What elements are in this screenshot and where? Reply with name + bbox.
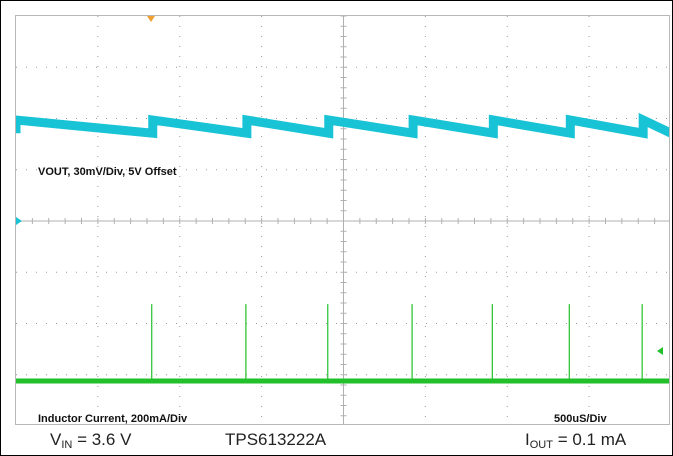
- iout-caption: IOUT = 0.1 mA: [525, 430, 626, 451]
- timebase-label: 500uS/Div: [554, 413, 607, 425]
- iout-symbol: I: [525, 430, 530, 449]
- scope-plot: [16, 16, 669, 424]
- ch2-label: Inductor Current, 200mA/Div: [38, 413, 188, 425]
- vin-caption: VIN = 3.6 V: [50, 430, 131, 451]
- ch-ref-arrow: [657, 347, 663, 355]
- iout-value: = 0.1 mA: [552, 430, 627, 449]
- trigger-marker: [147, 16, 155, 22]
- oscilloscope-screen: VOUT, 30mV/Div, 5V Offset Inductor Curre…: [15, 15, 670, 425]
- ch1-label: VOUT, 30mV/Div, 5V Offset: [38, 166, 177, 178]
- iout-subscript: OUT: [529, 439, 553, 451]
- part-number-caption: TPS613222A: [225, 430, 327, 449]
- vin-value: = 3.6 V: [72, 430, 132, 449]
- vin-symbol: V: [50, 430, 62, 449]
- ch2-marker: [16, 217, 22, 225]
- vout-trace: [16, 112, 669, 139]
- vin-subscript: IN: [61, 439, 73, 451]
